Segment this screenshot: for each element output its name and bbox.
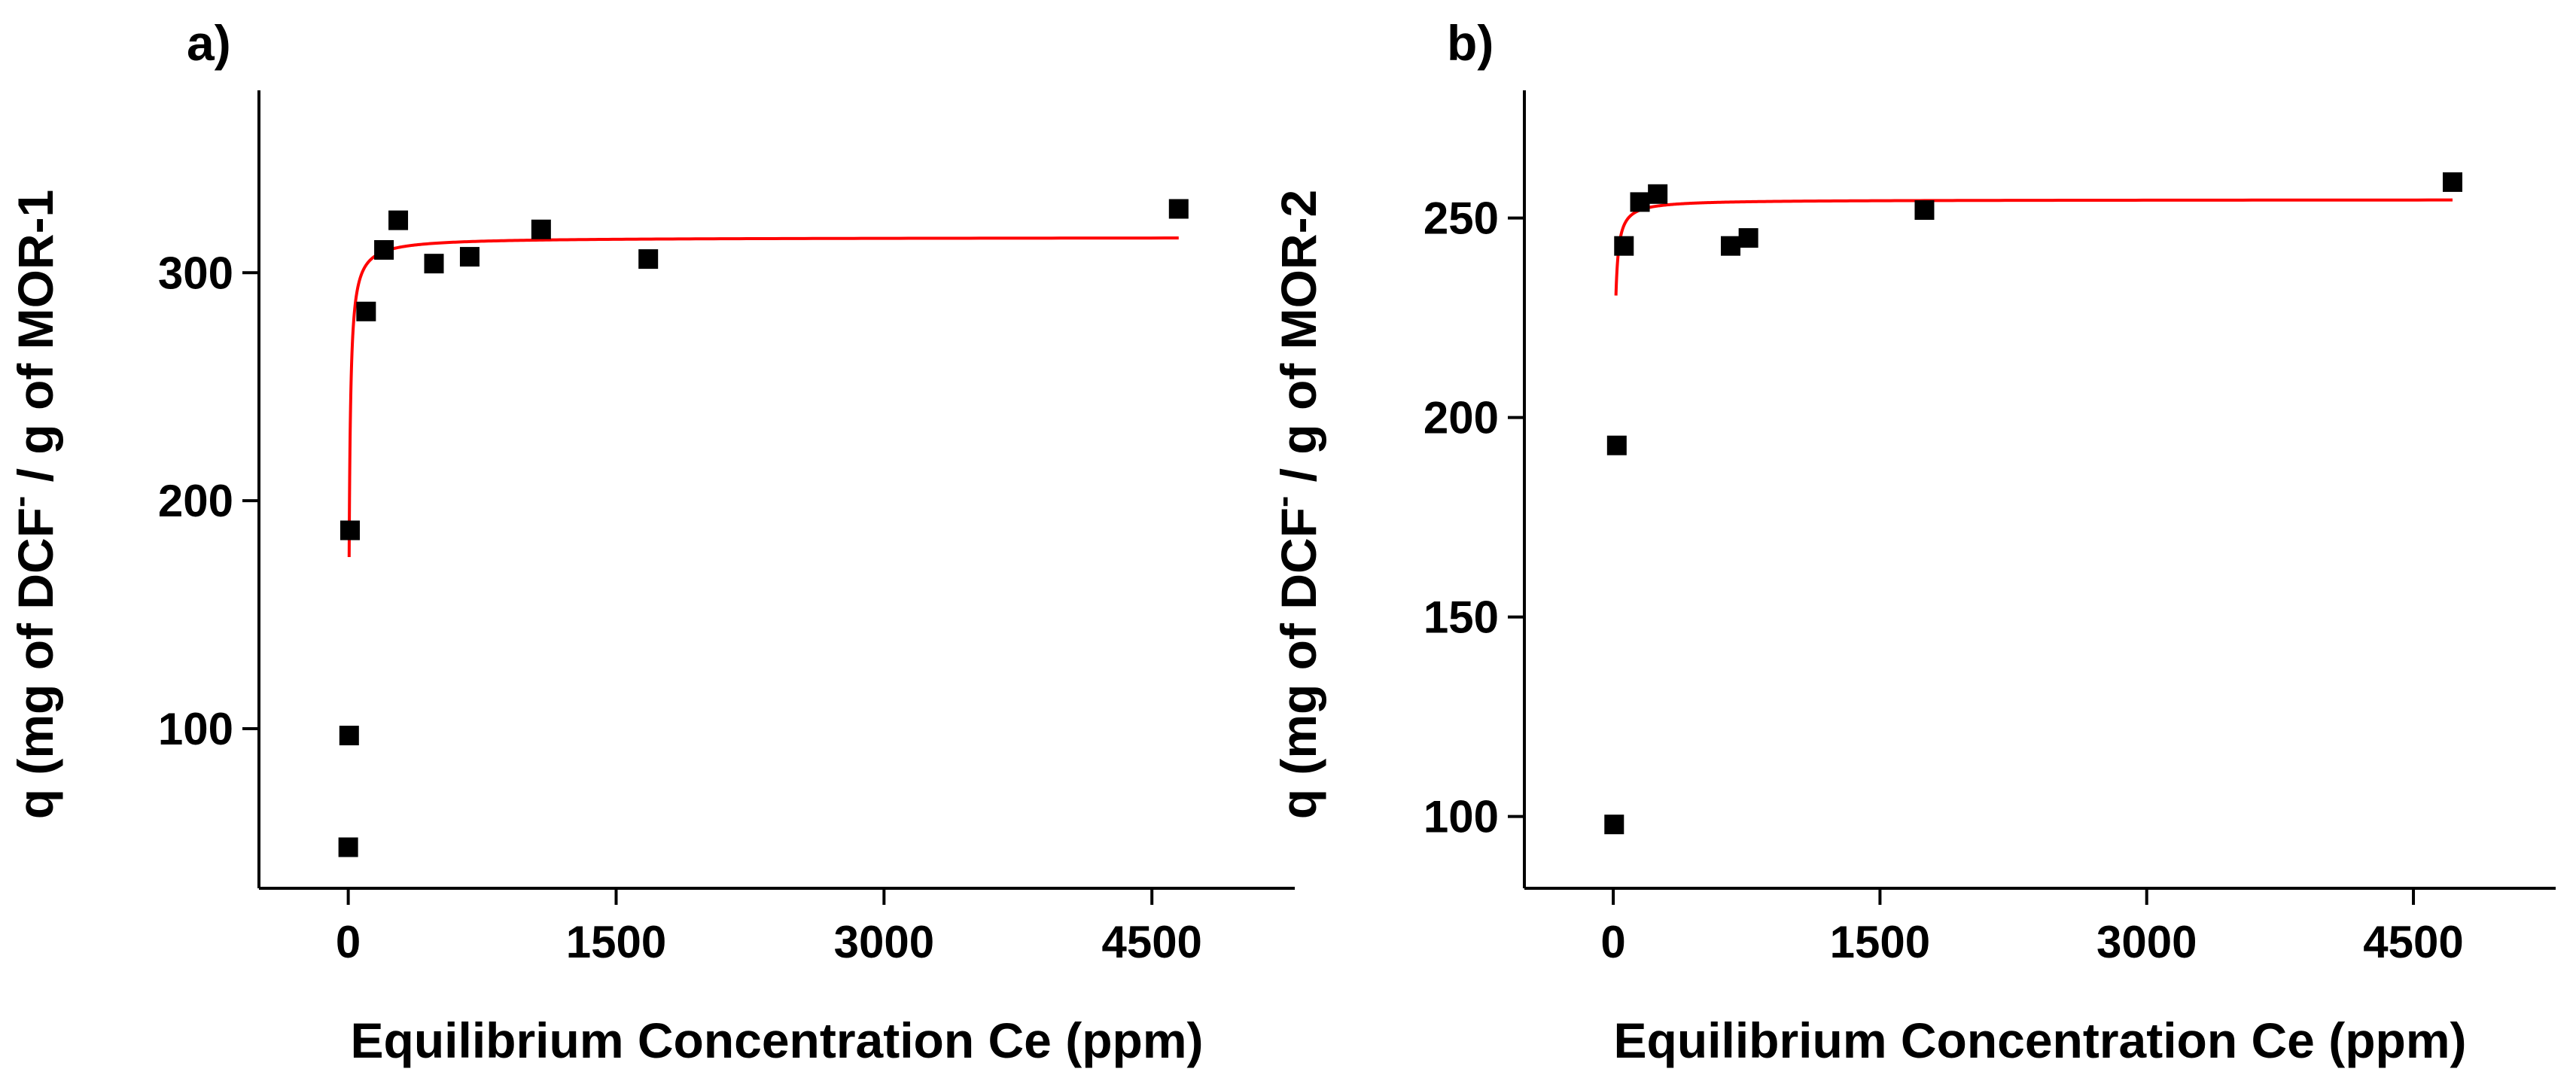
x-tick-label-a: 4500 [1101, 917, 1201, 967]
plot-area-a: 0 1500 3000 4500 100 200 300 Equilibrium Concen… [0, 90, 1295, 1068]
y-tick-label-a: 200 [158, 476, 233, 526]
data-point-b [1614, 236, 1634, 256]
x-tick-label-a: 1500 [566, 917, 666, 967]
fit-curve-a [347, 236, 1179, 558]
y-axis-title-superscript: - [0, 496, 39, 507]
y-axis-title-prefix: q (mg of DCF [1271, 507, 1326, 819]
x-tick-label-b: 1500 [1830, 917, 1930, 967]
data-point-a [338, 837, 358, 857]
data-point-b [1604, 815, 1624, 835]
data-point-a [459, 247, 480, 267]
y-axis-title-suffix: / g of MOR-2 [1271, 190, 1326, 496]
data-point-a [339, 726, 359, 746]
data-point-b [2443, 172, 2462, 192]
x-tick-label-a: 3000 [834, 917, 934, 967]
x-tick-label-b: 0 [1600, 917, 1625, 967]
x-tick-label-b: 4500 [2363, 917, 2463, 967]
y-axis-title-b: q (mg of DCF- / g of MOR-2 [1263, 190, 1326, 820]
data-point-b [1738, 228, 1758, 248]
data-point-b [1721, 236, 1740, 256]
y-tick-label-a: 300 [158, 248, 233, 298]
data-point-a [424, 254, 444, 274]
data-point-b [1606, 435, 1627, 455]
y-tick-label-b: 150 [1423, 592, 1499, 643]
y-axis-title-superscript: - [1263, 496, 1302, 507]
data-point-b [1648, 184, 1668, 204]
plot-area-b: 0 1500 3000 4500 100 150 200 250 Equilibrium Con… [1263, 90, 2556, 1068]
data-point-a [374, 240, 394, 260]
data-point-a [638, 249, 659, 269]
panel-label-b: b) [1447, 15, 1494, 71]
data-point-a [340, 520, 360, 540]
y-tick-label-b: 100 [1423, 792, 1499, 842]
data-point-b [1630, 192, 1650, 212]
panel-b: b) 0 1500 3000 4500 100 150 200 250 Equilibrium … [1263, 15, 2556, 1068]
x-tick-label-a: 0 [336, 917, 361, 967]
y-tick-label-b: 250 [1423, 193, 1499, 244]
y-axis-title-suffix: / g of MOR-1 [8, 190, 63, 496]
y-axis-title-a: q (mg of DCF- / g of MOR-1 [0, 190, 63, 820]
data-point-a [356, 301, 376, 321]
y-tick-label-a: 100 [158, 704, 233, 754]
panel-label-a: a) [187, 15, 231, 71]
data-point-a [531, 219, 551, 239]
data-point-a [1168, 199, 1189, 219]
y-tick-label-b: 200 [1423, 393, 1499, 443]
panel-a: a) 0 1500 3000 4500 100 200 300 Equilibrium Con… [0, 15, 1295, 1068]
x-tick-label-b: 3000 [2096, 917, 2197, 967]
y-axis-title-prefix: q (mg of DCF [8, 507, 63, 819]
data-point-a [388, 210, 409, 230]
x-axis-title-b: Equilibrium Concentration Ce (ppm) [1614, 1012, 2467, 1068]
x-axis-title-a: Equilibrium Concentration Ce (ppm) [351, 1012, 1204, 1068]
data-point-b [1914, 200, 1935, 220]
